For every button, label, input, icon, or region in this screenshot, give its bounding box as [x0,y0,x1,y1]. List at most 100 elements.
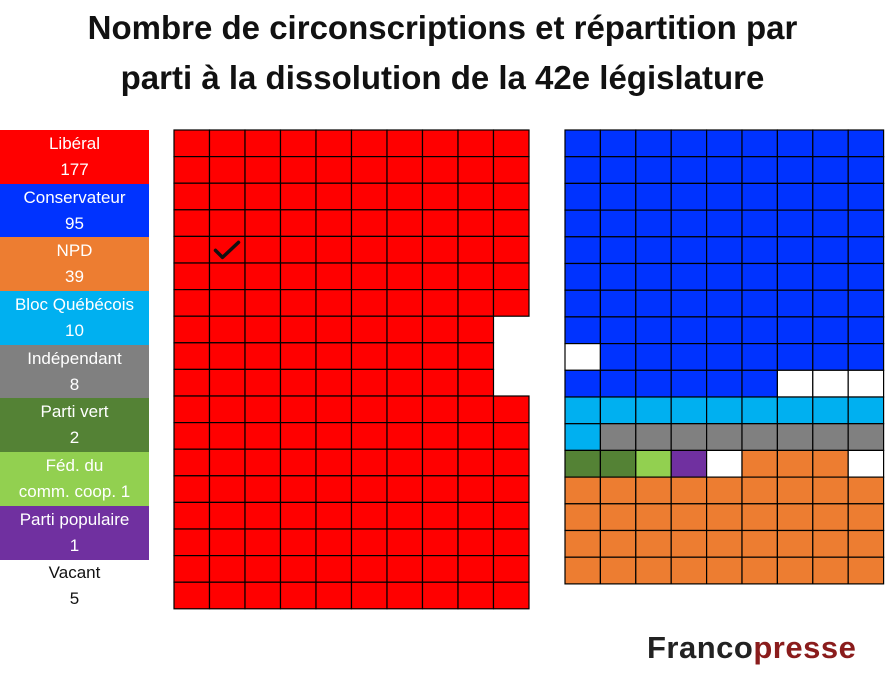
seat-cell [350,368,388,397]
legend-value: 5 [69,589,80,609]
seat-cell [635,529,672,558]
legend-label: Parti populaire [19,509,130,529]
seat-cell [492,581,530,610]
seat-cell [421,315,459,344]
seat-cell [776,262,814,291]
seat-cell [173,262,211,291]
seat-cell [599,182,637,211]
seat-cell [173,422,211,450]
seat-cell [847,316,885,345]
seat-cell [776,503,814,532]
seat-cell [492,262,530,291]
legend-label: Conservateur [23,187,126,207]
seat-cell [741,182,779,211]
seat-cell [350,422,388,450]
seat-cell [421,235,459,264]
seat-cell [564,449,602,478]
legend-item: NPD 39 [0,237,149,292]
seat-cell [741,503,779,532]
seat-cell [670,262,708,291]
seat-cell [421,182,459,211]
seat-cell [173,395,211,424]
seat-cell [457,182,495,211]
seat-cell [705,529,743,558]
seat-cell [208,475,246,503]
seat-cell [386,395,424,424]
seat-cell [847,556,885,585]
seat-cell [705,476,743,505]
seat-cell [208,315,246,344]
seat-cell [457,129,495,158]
legend-label: Vacant [48,563,101,583]
seat-cell [350,554,388,583]
seat-cell [741,343,779,371]
seat-cell [208,182,246,211]
seat-cell [350,262,388,291]
seat-cell [350,209,388,238]
seat-cell [705,423,743,452]
seat-cell [244,448,282,477]
seat-cell [244,289,282,317]
seat-cell [812,449,849,478]
seat-cell [741,262,779,291]
seat-cell [173,289,211,317]
seat-cell [705,503,743,532]
seat-cell [847,529,885,558]
seat-cell [421,501,459,530]
seat-cell [564,182,602,211]
seat-cell [670,503,708,532]
seat-cell [741,156,779,184]
seat-cell [173,235,211,264]
seat-cell [492,475,530,503]
seat-cell [173,315,211,344]
seat-cell [208,554,246,583]
seat-cell [173,581,211,610]
seat-cell [279,554,317,583]
seat-cell [421,554,459,583]
seat-cell [776,236,814,265]
seat-cell [705,289,743,318]
seat-cell [492,395,530,424]
seat-cell [670,236,708,265]
seat-cell [457,422,495,450]
seat-cell [386,289,424,317]
seat-cell [208,581,246,610]
seat-cell [564,556,602,585]
seat-cell [457,554,495,583]
seat-cell [776,476,814,505]
brand-part-1: Franco [647,630,754,665]
seat-cell [279,501,317,530]
seat-cell [315,395,353,424]
legend-label: Indépendant [27,348,122,368]
seat-cell [564,316,602,345]
seat-cell [244,262,282,291]
seat-cell [599,209,637,238]
seat-cell [670,476,708,505]
seat-cell [599,556,637,585]
seat-cell [173,129,211,158]
seat-cell [173,182,211,211]
seat-cell [208,156,246,184]
seat-cell [315,554,353,583]
seat-cell [705,316,743,345]
seat-cell [386,209,424,238]
seat-cell [208,448,246,477]
seat-cell [208,501,246,530]
seat-cell [670,129,708,158]
seat-cell [208,209,246,238]
seat-cell [208,342,246,370]
brand-part-2: presse [753,630,857,665]
seat-cell [812,476,849,505]
seat-cell [421,342,459,370]
seat-cell [812,156,849,184]
seat-cell [421,368,459,397]
seat-cell [457,315,495,344]
seat-cell [421,448,459,477]
legend-value: 8 [69,374,80,394]
seat-cell [564,129,602,158]
seat-cell [812,503,849,532]
seat-cell [847,289,885,318]
seat-cell [457,528,495,557]
seat-cell [244,395,282,424]
seat-cell [173,448,211,477]
